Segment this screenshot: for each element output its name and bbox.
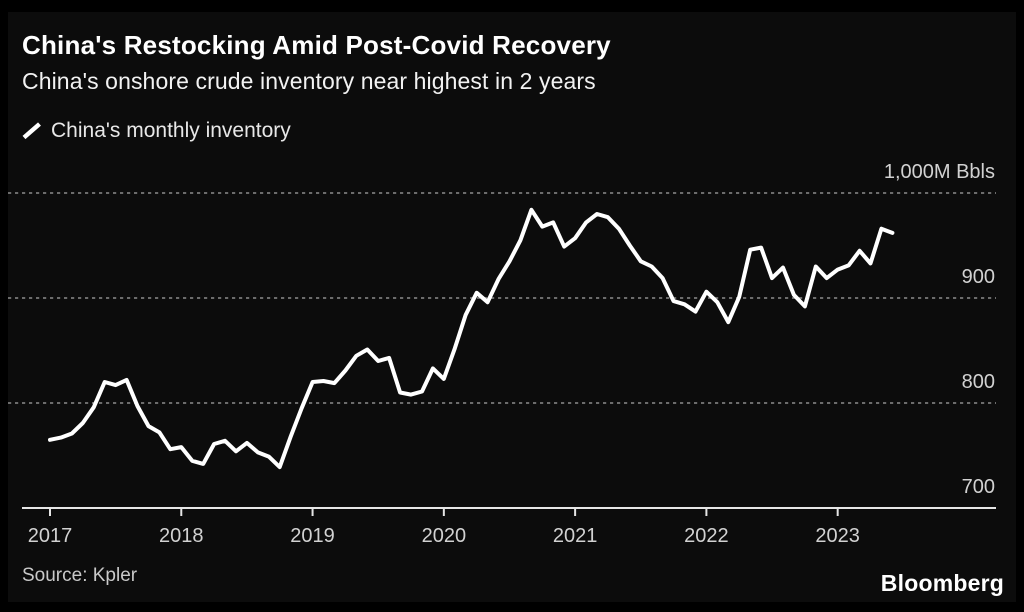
y-axis-label-700: 700: [961, 476, 995, 498]
chart-panel-background: [8, 12, 1016, 602]
source-credit: Source: Kpler: [22, 565, 138, 586]
legend-label: China's monthly inventory: [51, 119, 291, 142]
chart-title: China's Restocking Amid Post-Covid Recov…: [22, 30, 611, 60]
x-axis-label-2020: 2020: [421, 525, 467, 547]
x-axis-label-2019: 2019: [290, 525, 335, 547]
y-axis-label-800: 800: [961, 371, 995, 393]
y-axis-label-900: 900: [961, 266, 995, 288]
y-axis-label-1000: 1,000M Bbls: [883, 161, 995, 183]
x-axis-label-2018: 2018: [159, 525, 204, 547]
bloomberg-logo: Bloomberg: [880, 570, 1004, 596]
x-axis-label-2022: 2022: [684, 525, 729, 547]
chart-subtitle: China's onshore crude inventory near hig…: [22, 68, 596, 94]
x-axis-label-2021: 2021: [552, 525, 598, 547]
x-axis-label-2017: 2017: [27, 525, 73, 547]
legend: China's monthly inventory: [22, 118, 291, 144]
x-axis-label-2023: 2023: [815, 525, 860, 547]
line-swatch-icon: [22, 122, 41, 140]
